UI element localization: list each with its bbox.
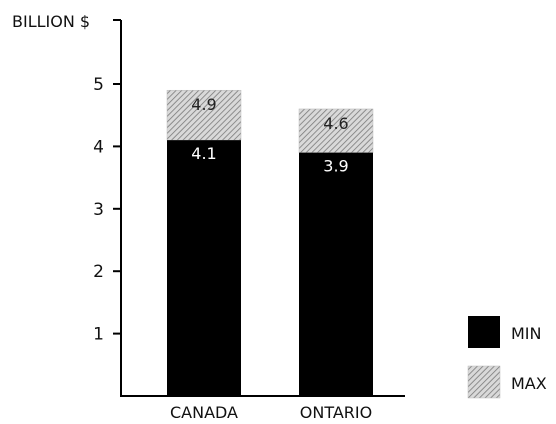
y-axis-title: BILLION $ [12, 12, 90, 31]
y-tick-label: 3 [93, 200, 104, 220]
x-axis-category-labels: CANADA ONTARIO [170, 403, 372, 422]
y-tick-label: 4 [93, 137, 104, 157]
category-label-canada: CANADA [170, 403, 238, 422]
bar-max-canada [166, 89, 242, 141]
y-tick-label: 2 [93, 262, 104, 282]
y-tick-label: 5 [93, 75, 104, 95]
legend-label-min: MIN [511, 324, 542, 343]
data-label-min-canada: 4.1 [191, 144, 216, 163]
legend-swatch-min [468, 316, 500, 348]
y-tick-label: 1 [93, 325, 104, 345]
data-label-min-ontario: 3.9 [323, 157, 348, 176]
y-axis-ticks: 1 2 3 4 5 [93, 19, 121, 345]
bar-min-canada [167, 140, 241, 396]
category-label-ontario: ONTARIO [300, 403, 372, 422]
data-label-max-canada: 4.9 [191, 95, 216, 114]
legend-swatch-max [467, 365, 501, 399]
data-label-max-ontario: 4.6 [323, 114, 348, 133]
legend: MIN MAX [467, 316, 547, 399]
bar-min-ontario [299, 152, 373, 396]
bars: 4.9 4.1 4.6 3.9 [166, 89, 374, 396]
legend-label-max: MAX [511, 374, 547, 393]
bar-max-ontario [298, 108, 374, 153]
